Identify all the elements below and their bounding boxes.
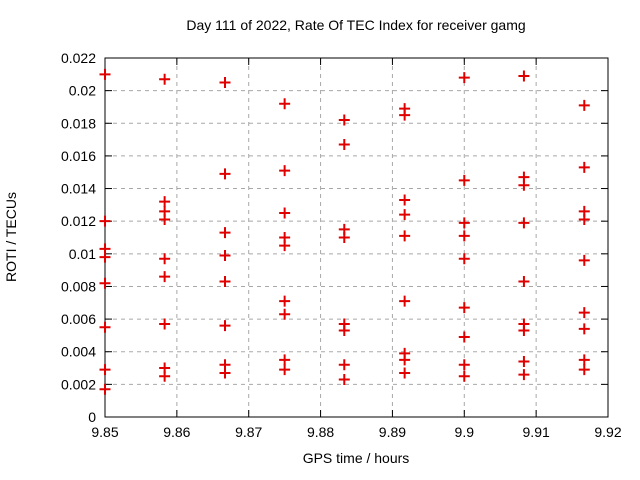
data-point — [518, 70, 530, 82]
y-tick-label: 0.01 — [69, 246, 96, 262]
y-axis-label: ROTI / TECUs — [3, 192, 19, 282]
y-tick-label: 0.014 — [61, 181, 96, 197]
y-tick-label: 0.016 — [61, 148, 96, 164]
data-point — [458, 359, 470, 371]
data-point — [279, 364, 291, 376]
data-points — [99, 68, 590, 395]
data-point — [159, 271, 171, 283]
data-point — [578, 254, 590, 266]
data-point — [578, 99, 590, 111]
axis-ticks — [104, 57, 609, 418]
data-point — [159, 370, 171, 382]
data-point — [518, 356, 530, 368]
data-point — [219, 276, 231, 288]
y-tick-labels: 0 0.002 0.004 0.006 0.008 0.01 0.012 0.014 0.016… — [61, 50, 96, 425]
data-point — [458, 230, 470, 242]
data-point — [518, 217, 530, 229]
data-point — [458, 370, 470, 382]
data-point — [159, 214, 171, 226]
data-point — [159, 318, 171, 330]
data-point — [338, 373, 350, 385]
data-point — [399, 109, 411, 121]
data-point — [338, 114, 350, 126]
data-point — [219, 168, 231, 180]
data-point — [279, 98, 291, 110]
x-tick-label: 9.9 — [455, 424, 475, 440]
data-point — [99, 364, 111, 376]
data-point — [279, 354, 291, 366]
data-point — [578, 323, 590, 335]
data-point — [99, 215, 111, 227]
data-point — [219, 320, 231, 332]
x-tick-label: 9.92 — [594, 424, 621, 440]
y-tick-label: 0.006 — [61, 311, 96, 327]
x-tick-label: 9.87 — [235, 424, 262, 440]
data-point — [338, 325, 350, 337]
data-point — [99, 277, 111, 289]
data-point — [399, 230, 411, 242]
data-point — [578, 354, 590, 366]
data-point — [518, 276, 530, 288]
data-point — [99, 251, 111, 263]
data-point — [219, 249, 231, 261]
data-point — [458, 331, 470, 343]
data-point — [159, 196, 171, 208]
y-tick-label: 0.008 — [61, 278, 96, 294]
data-point — [458, 72, 470, 84]
data-point — [518, 369, 530, 381]
y-tick-label: 0.004 — [61, 344, 96, 360]
data-point — [458, 302, 470, 314]
data-point — [279, 240, 291, 252]
y-tick-label: 0.018 — [61, 115, 96, 131]
data-point — [219, 367, 231, 379]
data-point — [338, 138, 350, 150]
data-point — [279, 207, 291, 219]
data-point — [518, 325, 530, 337]
data-point — [399, 367, 411, 379]
data-point — [578, 307, 590, 319]
data-point — [99, 68, 111, 80]
x-tick-label: 9.85 — [91, 424, 118, 440]
data-point — [338, 232, 350, 243]
y-tick-label: 0.012 — [61, 213, 96, 229]
data-point — [399, 295, 411, 307]
x-tick-labels: 9.85 9.86 9.87 9.88 9.89 9.9 9.91 9.92 — [91, 424, 621, 440]
x-tick-label: 9.86 — [163, 424, 190, 440]
data-point — [279, 308, 291, 320]
x-tick-label: 9.88 — [307, 424, 334, 440]
data-point — [518, 179, 530, 191]
data-point — [399, 194, 411, 206]
data-point — [279, 295, 291, 307]
data-point — [159, 253, 171, 265]
data-point — [458, 174, 470, 186]
x-tick-label: 9.89 — [379, 424, 406, 440]
y-tick-label: 0.02 — [69, 83, 96, 99]
x-axis-label: GPS time / hours — [303, 450, 410, 466]
data-point — [219, 227, 231, 239]
data-point — [578, 161, 590, 173]
y-tick-label: 0.002 — [61, 376, 96, 392]
data-point — [399, 354, 411, 366]
data-point — [338, 359, 350, 371]
plot-border — [104, 57, 609, 418]
y-tick-label: 0 — [88, 409, 96, 425]
data-point — [578, 214, 590, 226]
data-point — [279, 165, 291, 177]
x-tick-label: 9.91 — [523, 424, 550, 440]
data-point — [399, 209, 411, 221]
data-point — [99, 383, 111, 395]
data-point — [219, 76, 231, 88]
data-point — [99, 321, 111, 333]
data-point — [458, 253, 470, 265]
data-point — [458, 217, 470, 229]
y-tick-label: 0.022 — [61, 50, 96, 66]
chart-title: Day 111 of 2022, Rate Of TEC Index for r… — [186, 17, 525, 33]
plot-frame — [104, 57, 609, 418]
data-point — [578, 364, 590, 376]
data-point — [159, 73, 171, 85]
